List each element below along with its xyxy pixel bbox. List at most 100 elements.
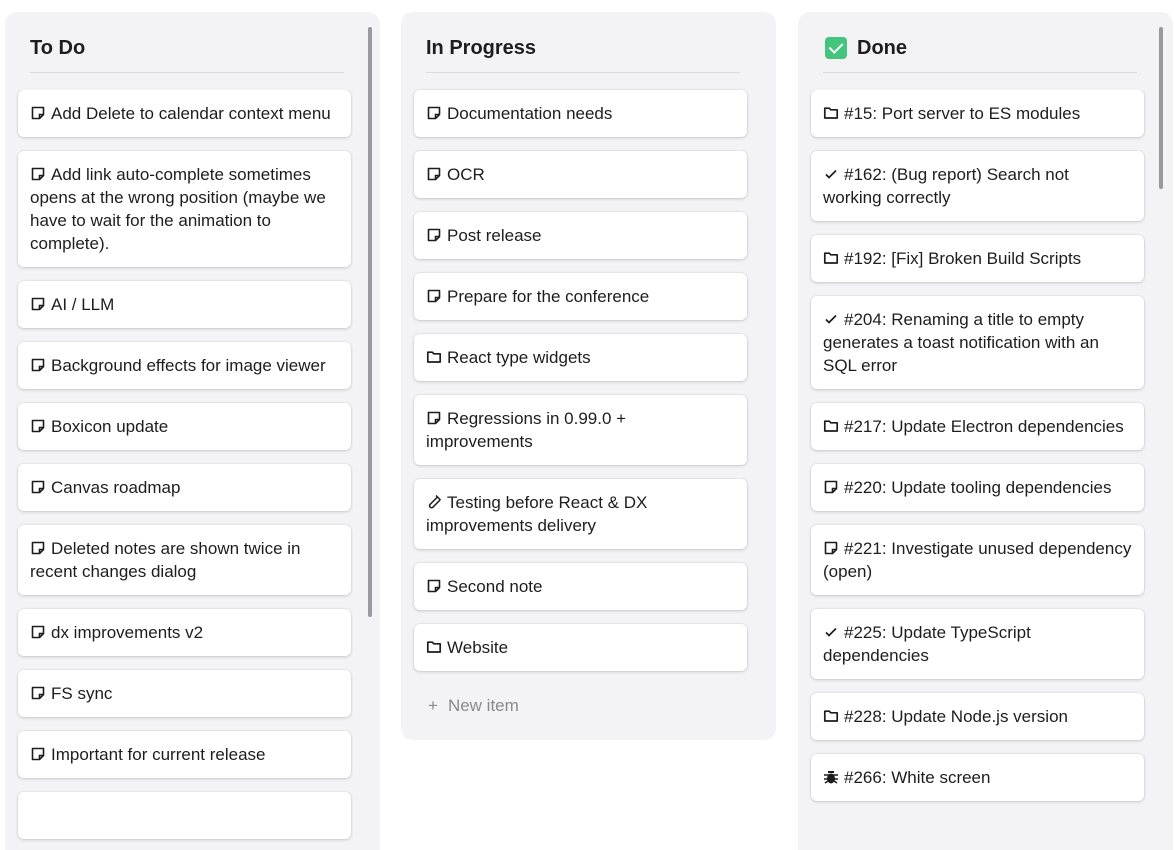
card-title: #15: Port server to ES modules [844, 104, 1081, 123]
kanban-card[interactable]: Add Delete to calendar context menu [18, 90, 351, 137]
card-title: dx improvements v2 [51, 623, 204, 642]
note-icon [30, 746, 46, 762]
check-box-icon [825, 37, 847, 59]
note-icon [30, 479, 46, 495]
folder-icon [426, 349, 442, 365]
kanban-card[interactable]: Website [414, 624, 747, 671]
column-in-progress: In Progress Documentation needs OCR Post r… [401, 12, 776, 740]
kanban-card[interactable]: #15: Port server to ES modules [811, 90, 1144, 137]
note-icon [30, 685, 46, 701]
kanban-card[interactable]: AI / LLM [18, 281, 351, 328]
kanban-card[interactable]: Background effects for image viewer [18, 342, 351, 389]
card-title: #204: Renaming a title to empty generate… [823, 310, 1099, 375]
card-title: Boxicon update [51, 417, 169, 436]
kanban-card[interactable]: #192: [Fix] Broken Build Scripts [811, 235, 1144, 282]
kanban-card[interactable]: #225: Update TypeScript dependencies [811, 609, 1144, 679]
check-icon [823, 311, 839, 327]
kanban-card[interactable]: Documentation needs [414, 90, 747, 137]
note-icon [426, 288, 442, 304]
scrollbar[interactable] [368, 27, 372, 617]
kanban-card[interactable]: #162: (Bug report) Search not working co… [811, 151, 1144, 221]
kanban-card[interactable]: Deleted notes are shown twice in recent … [18, 525, 351, 595]
card-title: FS sync [51, 684, 113, 703]
new-item-button[interactable]: + New item [428, 696, 519, 715]
note-icon [30, 540, 46, 556]
note-icon [426, 105, 442, 121]
card-list[interactable]: #15: Port server to ES modules #162: (Bug… [809, 90, 1146, 850]
kanban-card[interactable]: Add link auto-complete sometimes opens a… [18, 151, 351, 267]
card-list: Documentation needs OCR Post release Prepar… [414, 90, 747, 685]
note-icon [30, 296, 46, 312]
folder-icon [823, 250, 839, 266]
kanban-card[interactable]: Testing before React & DX improvements d… [414, 479, 747, 549]
bug-icon [823, 769, 839, 785]
column-done: Done #15: Port server to ES modules #162:… [798, 12, 1173, 850]
folder-icon [823, 418, 839, 434]
kanban-card[interactable]: FS sync [18, 670, 351, 717]
card-title: OCR [447, 165, 485, 184]
card-title: React type widgets [447, 348, 591, 367]
card-title: Deleted notes are shown twice in recent … [30, 539, 301, 581]
note-icon [823, 540, 839, 556]
card-title: Documentation needs [447, 104, 613, 123]
card-title: #217: Update Electron dependencies [844, 417, 1124, 436]
check-icon [823, 624, 839, 640]
card-title: Second note [447, 577, 543, 596]
note-icon [30, 418, 46, 434]
kanban-card[interactable]: OCR [414, 151, 747, 198]
folder-icon [823, 708, 839, 724]
kanban-card[interactable]: Regressions in 0.99.0 + improvements [414, 395, 747, 465]
note-icon [426, 410, 442, 426]
kanban-card[interactable]: #204: Renaming a title to empty generate… [811, 296, 1144, 389]
card-title: Add link auto-complete sometimes opens a… [30, 165, 326, 253]
card-title: Prepare for the conference [447, 287, 650, 306]
column-title: To Do [30, 34, 344, 73]
card-title: Testing before React & DX improvements d… [426, 493, 648, 535]
kanban-card[interactable]: #217: Update Electron dependencies [811, 403, 1144, 450]
kanban-card[interactable]: Second note [414, 563, 747, 610]
card-title: #192: [Fix] Broken Build Scripts [844, 249, 1082, 268]
card-title: #266: White screen [844, 768, 991, 787]
folder-icon [426, 639, 442, 655]
kanban-card[interactable]: #228: Update Node.js version [811, 693, 1144, 740]
card-title: Post release [447, 226, 542, 245]
note-icon [426, 578, 442, 594]
kanban-card[interactable]: Post release [414, 212, 747, 259]
card-list[interactable]: Add Delete to calendar context menu Add l… [16, 90, 353, 850]
folder-icon [823, 105, 839, 121]
kanban-card[interactable]: #221: Investigate unused dependency (ope… [811, 525, 1144, 595]
card-title: Add Delete to calendar context menu [51, 104, 331, 123]
card-title: Canvas roadmap [51, 478, 181, 497]
kanban-card[interactable]: #266: White screen [811, 754, 1144, 801]
note-icon [30, 166, 46, 182]
note-icon [823, 479, 839, 495]
kanban-card[interactable]: Boxicon update [18, 403, 351, 450]
card-title: #228: Update Node.js version [844, 707, 1068, 726]
note-icon [30, 357, 46, 373]
card-title: AI / LLM [51, 295, 115, 314]
card-title: Important for current release [51, 745, 266, 764]
kanban-card[interactable]: React type widgets [414, 334, 747, 381]
card-title: Regressions in 0.99.0 + improvements [426, 409, 627, 451]
kanban-card[interactable] [18, 792, 351, 839]
check-icon [823, 166, 839, 182]
note-icon [30, 624, 46, 640]
card-title: Website [447, 638, 509, 657]
column-title: Done [823, 34, 1137, 73]
card-title: #162: (Bug report) Search not working co… [823, 165, 1069, 207]
kanban-card[interactable]: Canvas roadmap [18, 464, 351, 511]
test-tube-icon [426, 494, 442, 510]
kanban-card[interactable]: #220: Update tooling dependencies [811, 464, 1144, 511]
note-icon [426, 227, 442, 243]
card-title: Background effects for image viewer [51, 356, 326, 375]
kanban-card[interactable]: Important for current release [18, 731, 351, 778]
card-title: #225: Update TypeScript dependencies [823, 623, 1031, 665]
kanban-card[interactable]: dx improvements v2 [18, 609, 351, 656]
kanban-card[interactable]: Prepare for the conference [414, 273, 747, 320]
card-title: #220: Update tooling dependencies [844, 478, 1112, 497]
note-icon [426, 166, 442, 182]
column-title: In Progress [426, 34, 740, 73]
scrollbar[interactable] [1159, 27, 1163, 189]
card-title: #221: Investigate unused dependency (ope… [823, 539, 1132, 581]
plus-icon: + [428, 696, 438, 715]
